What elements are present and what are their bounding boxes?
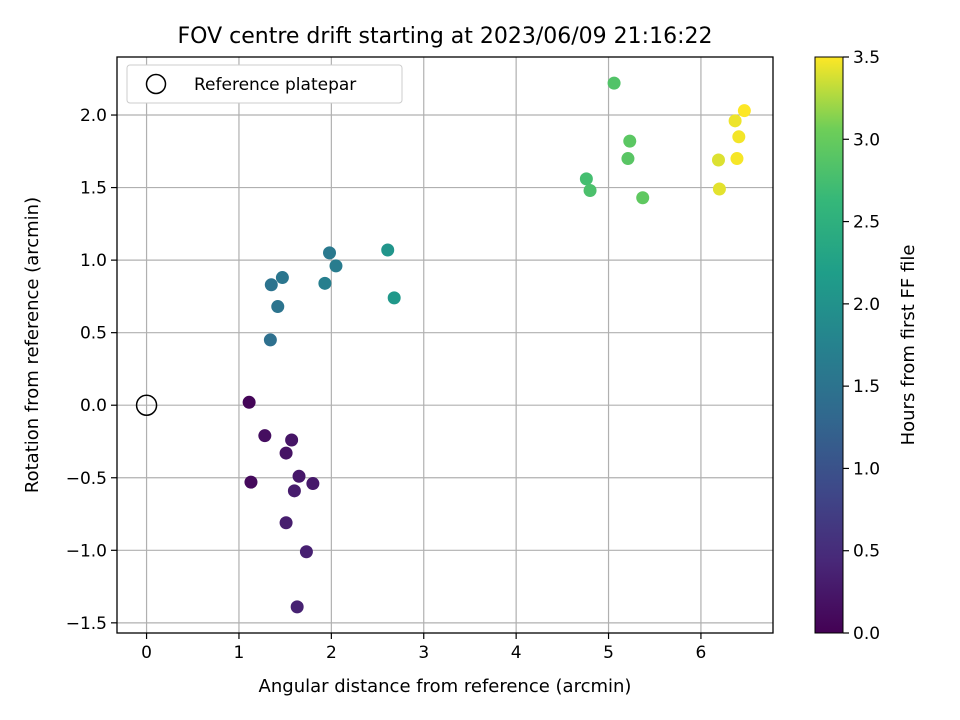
y-tick-label: −1.0 (66, 541, 107, 561)
legend: Reference platepar (126, 64, 403, 104)
x-tick-label: 6 (696, 643, 707, 663)
x-tick-label: 2 (326, 643, 337, 663)
data-point (290, 600, 304, 614)
data-point (244, 475, 258, 489)
x-ticks: 0 1 2 3 4 5 6 (141, 633, 706, 663)
chart-title: FOV centre drift starting at 2023/06/09 … (178, 24, 713, 49)
data-point (279, 446, 293, 460)
data-point (306, 477, 320, 491)
x-tick-label: 1 (234, 643, 245, 663)
data-point (258, 429, 272, 443)
y-tick-label: 1.0 (80, 251, 107, 271)
legend-label: Reference platepar (194, 75, 356, 95)
y-tick-label: 2.0 (80, 106, 107, 126)
y-axis-label: Rotation from reference (arcmin) (22, 197, 43, 493)
legend-box (126, 64, 403, 104)
x-tick-label: 4 (511, 643, 522, 663)
data-point (264, 278, 278, 292)
data-point (318, 276, 332, 290)
data-point (728, 114, 742, 128)
data-point (583, 183, 597, 197)
x-tick-label: 5 (603, 643, 614, 663)
reference-marker-layer (135, 394, 158, 416)
y-tick-label: −0.5 (66, 469, 107, 489)
colorbar-tick-label: 0.5 (853, 542, 880, 562)
legend-marker-icon (145, 73, 167, 95)
colorbar-tick-label: 1.0 (853, 459, 880, 479)
y-tick-label: 0.0 (80, 396, 107, 416)
colorbar-label: Hours from first FF file (898, 245, 919, 446)
data-point (292, 469, 306, 483)
data-point (329, 259, 343, 273)
y-tick-label: 0.5 (80, 324, 107, 344)
data-point (623, 134, 637, 148)
data-point (275, 271, 289, 285)
data-point (287, 484, 301, 498)
plot-frame (116, 56, 774, 634)
data-point (387, 291, 401, 305)
data-point (636, 191, 650, 205)
data-point (732, 130, 746, 144)
data-point (607, 76, 621, 90)
x-tick-label: 3 (418, 643, 429, 663)
colorbar-tick-label: 1.5 (853, 377, 880, 397)
colorbar-tick-label: 2.0 (853, 295, 880, 315)
points (242, 76, 751, 614)
x-tick-label: 0 (141, 643, 152, 663)
data-point (579, 172, 593, 186)
data-point (263, 333, 277, 347)
x-axis-label: Angular distance from reference (arcmin) (259, 676, 632, 697)
y-tick-label: 1.5 (80, 179, 107, 199)
colorbar-tick-label: 2.5 (853, 213, 880, 233)
grid (117, 57, 773, 633)
data-point (285, 433, 299, 447)
data-point (271, 300, 285, 314)
colorbar-gradient (814, 56, 844, 634)
data-point (299, 545, 313, 559)
reference-point (135, 394, 158, 416)
data-point (737, 104, 751, 118)
colorbar: 0.0 0.5 1.0 1.5 2.0 2.5 3.0 3.5 Hours from firs… (814, 48, 919, 644)
data-point (279, 516, 293, 530)
colorbar-tick-label: 3.0 (853, 130, 880, 150)
colorbar-ticks: 0.0 0.5 1.0 1.5 2.0 2.5 3.0 3.5 (843, 48, 880, 644)
data-point (621, 152, 635, 166)
y-tick-label: −1.5 (66, 614, 107, 634)
data-point (711, 153, 725, 167)
data-point (242, 395, 256, 409)
y-ticks: −1.5 −1.0 −0.5 0.0 0.5 1.0 1.5 2.0 (66, 106, 117, 634)
colorbar-tick-label: 3.5 (853, 48, 880, 68)
data-point (323, 246, 337, 260)
data-point (712, 182, 726, 196)
data-point (381, 243, 395, 257)
data-point (730, 152, 744, 166)
colorbar-tick-label: 0.0 (853, 624, 880, 644)
